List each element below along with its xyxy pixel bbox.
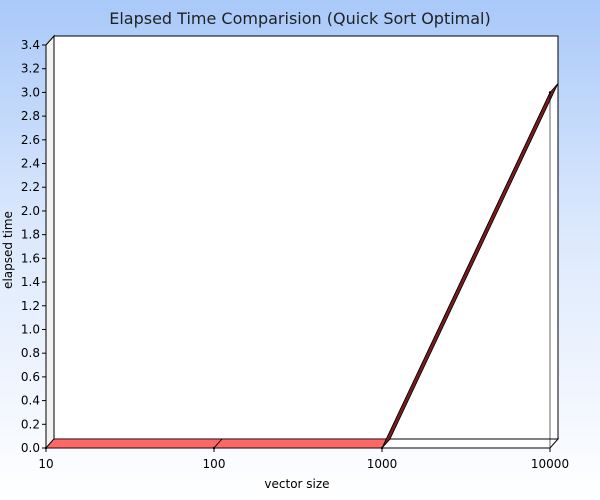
y-tick-label: 0.4 [21, 394, 40, 408]
series-ribbon-segment [45, 438, 223, 449]
plot-left-wall [45, 34, 55, 450]
y-tick-label: 1.4 [21, 275, 40, 289]
y-tick-label: 3.4 [21, 38, 40, 52]
y-tick-label: 3.2 [21, 62, 40, 76]
y-tick-label: 0.0 [21, 441, 40, 455]
y-tick-label: 2.2 [21, 180, 40, 194]
x-tick-label: 100 [203, 457, 226, 471]
y-tick-label: 1.0 [21, 322, 40, 336]
x-axis: 10 100 1000 10000 [38, 448, 569, 471]
y-axis: 0.0 0.2 0.4 0.6 0.8 1.0 1.2 1.4 1.6 1.8 2.0 2.2 2.4 2… [21, 38, 46, 455]
y-tick-label: 2.4 [21, 157, 40, 171]
y-tick-label: 0.6 [21, 370, 40, 384]
plot-area [44, 34, 560, 450]
chart-title: Elapsed Time Comparision (Quick Sort Opt… [109, 9, 491, 28]
y-tick-label: 1.6 [21, 251, 40, 265]
y-tick-label: 1.8 [21, 228, 40, 242]
x-tick-label: 10 [38, 457, 53, 471]
x-tick-label: 10000 [531, 457, 569, 471]
y-axis-title: elapsed time [1, 211, 15, 289]
y-tick-label: 0.8 [21, 346, 40, 360]
series-area-segment [381, 92, 551, 449]
x-tick-label: 1000 [367, 457, 398, 471]
y-tick-label: 2.0 [21, 204, 40, 218]
y-tick-label: 1.2 [21, 299, 40, 313]
y-tick-label: 3.0 [21, 85, 40, 99]
y-tick-label: 0.2 [21, 417, 40, 431]
x-axis-title: vector size [264, 477, 329, 491]
series-ribbon-segment [213, 438, 391, 449]
series-area [44, 83, 559, 450]
data-point [548, 91, 552, 94]
y-tick-label: 2.6 [21, 133, 40, 147]
y-tick-label: 2.8 [21, 109, 40, 123]
